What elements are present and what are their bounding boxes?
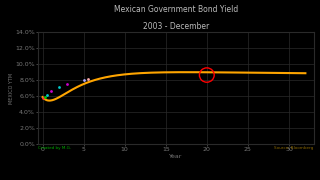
Text: Mexican Government Bond Yield: Mexican Government Bond Yield <box>114 5 238 14</box>
Point <box>41 97 46 100</box>
Point <box>85 78 90 80</box>
Y-axis label: MEXICO YTM: MEXICO YTM <box>9 73 14 104</box>
Text: Created by M.G.: Created by M.G. <box>38 146 72 150</box>
Text: 2003 - December: 2003 - December <box>143 22 209 31</box>
Text: Source: Bloomberg: Source: Bloomberg <box>274 146 314 150</box>
X-axis label: Year: Year <box>169 154 183 159</box>
Point <box>48 90 53 93</box>
Point <box>56 86 61 89</box>
Point <box>42 96 47 98</box>
Point <box>44 94 49 96</box>
Point <box>81 78 86 81</box>
Point <box>65 82 70 85</box>
